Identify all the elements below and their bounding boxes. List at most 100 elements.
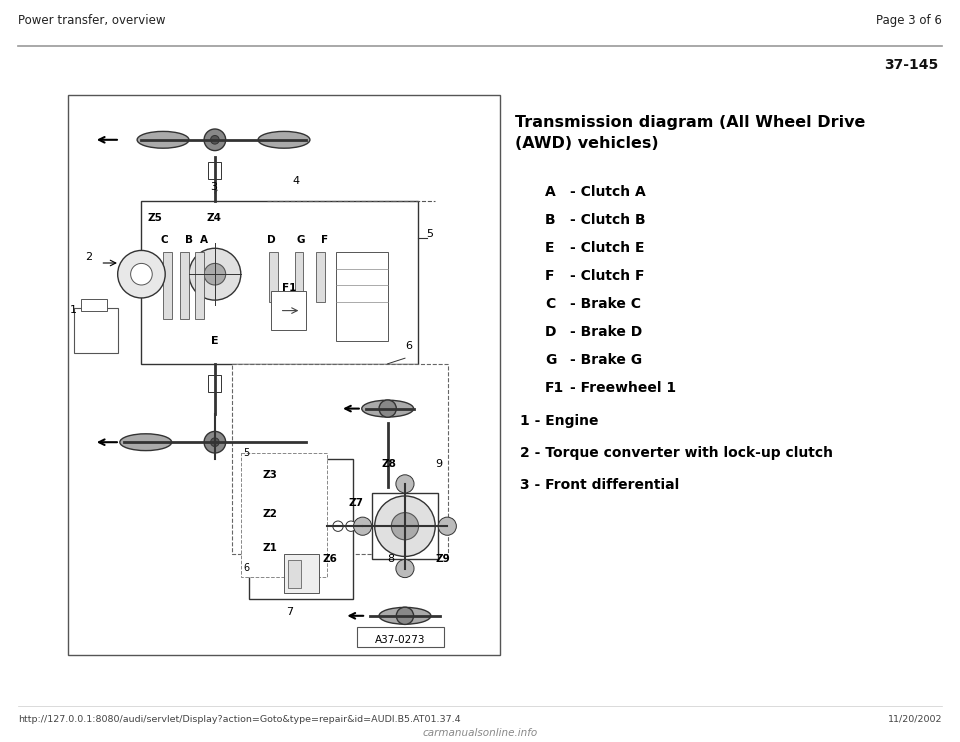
Text: - Brake D: - Brake D [570, 325, 642, 339]
Text: - Clutch F: - Clutch F [570, 269, 644, 283]
Ellipse shape [137, 131, 189, 148]
Text: F: F [545, 269, 555, 283]
Bar [180, 252, 189, 319]
Bar [250, 459, 353, 599]
Bar [357, 627, 444, 646]
Circle shape [396, 607, 414, 625]
Text: 5: 5 [243, 448, 250, 458]
Text: Z8: Z8 [381, 459, 396, 469]
Text: A: A [545, 185, 556, 199]
Circle shape [210, 438, 219, 447]
Circle shape [204, 431, 226, 453]
Circle shape [374, 496, 435, 556]
Ellipse shape [120, 434, 172, 450]
Text: (AWD) vehicles): (AWD) vehicles) [515, 136, 659, 151]
Bar [284, 554, 319, 594]
Circle shape [396, 559, 414, 577]
Text: Z3: Z3 [262, 470, 277, 480]
Text: 4: 4 [293, 176, 300, 186]
Ellipse shape [379, 608, 431, 624]
Text: D: D [545, 325, 557, 339]
Text: 7: 7 [286, 608, 294, 617]
Bar [269, 252, 277, 302]
Text: - Clutch E: - Clutch E [570, 241, 644, 255]
Text: F1: F1 [545, 381, 564, 395]
Bar [208, 375, 222, 392]
Text: 9: 9 [435, 459, 443, 469]
Text: carmanualsonline.info: carmanualsonline.info [422, 728, 538, 738]
Circle shape [118, 251, 165, 298]
Text: Z1: Z1 [262, 543, 277, 553]
Text: Z7: Z7 [348, 498, 364, 508]
Text: A37-0273: A37-0273 [375, 635, 426, 646]
Bar [372, 493, 438, 559]
Bar [81, 300, 107, 311]
Bar [295, 252, 303, 302]
Text: B: B [545, 213, 556, 227]
Text: G: G [297, 235, 305, 245]
Circle shape [204, 129, 226, 151]
Text: Z9: Z9 [435, 554, 450, 564]
Text: - Brake G: - Brake G [570, 353, 642, 367]
Text: C: C [545, 297, 555, 311]
Ellipse shape [258, 434, 310, 450]
Bar [163, 252, 172, 319]
Bar [208, 162, 222, 179]
Text: 11/20/2002: 11/20/2002 [887, 715, 942, 724]
Bar [288, 559, 301, 588]
Text: Z5: Z5 [148, 213, 163, 223]
Bar [336, 252, 388, 341]
Text: - Brake C: - Brake C [570, 297, 641, 311]
Text: 2 - Torque converter with lock-up clutch: 2 - Torque converter with lock-up clutch [520, 446, 833, 460]
Text: C: C [161, 235, 169, 245]
Text: E: E [545, 241, 555, 255]
Text: 6: 6 [243, 562, 249, 573]
Text: 6: 6 [405, 341, 412, 352]
Circle shape [392, 513, 419, 540]
Text: Power transfer, overview: Power transfer, overview [18, 14, 165, 27]
Bar [241, 453, 327, 577]
Circle shape [346, 521, 356, 531]
Text: 3 - Front differential: 3 - Front differential [520, 478, 680, 492]
Text: - Clutch B: - Clutch B [570, 213, 646, 227]
Text: Transmission diagram (All Wheel Drive: Transmission diagram (All Wheel Drive [515, 115, 865, 130]
Text: - Freewheel 1: - Freewheel 1 [570, 381, 676, 395]
Text: 8: 8 [388, 554, 395, 564]
Bar [271, 291, 305, 330]
Ellipse shape [362, 400, 414, 417]
Circle shape [396, 475, 414, 493]
Text: 1: 1 [70, 305, 77, 315]
Text: F: F [321, 235, 328, 245]
Circle shape [353, 517, 372, 535]
Circle shape [333, 521, 343, 531]
Bar [68, 95, 500, 655]
Circle shape [379, 400, 396, 417]
Bar [232, 364, 448, 554]
Text: A: A [200, 235, 207, 245]
Circle shape [438, 517, 456, 535]
Text: Z2: Z2 [262, 510, 277, 519]
Bar [317, 252, 325, 302]
Text: 5: 5 [426, 229, 434, 240]
Ellipse shape [258, 131, 310, 148]
Text: Page 3 of 6: Page 3 of 6 [876, 14, 942, 27]
Text: F1: F1 [282, 283, 297, 292]
Circle shape [210, 136, 219, 144]
Bar [141, 201, 418, 364]
Circle shape [131, 263, 153, 285]
Text: Z4: Z4 [206, 213, 221, 223]
Text: E: E [210, 336, 218, 346]
Bar [196, 252, 204, 319]
Text: Z6: Z6 [323, 554, 338, 564]
Circle shape [204, 263, 226, 285]
Circle shape [189, 249, 241, 300]
Text: 2: 2 [85, 252, 92, 262]
Text: http://127.0.0.1:8080/audi/servlet/Display?action=Goto&type=repair&id=AUDI.B5.AT: http://127.0.0.1:8080/audi/servlet/Displ… [18, 715, 461, 724]
Text: - Clutch A: - Clutch A [570, 185, 646, 199]
Text: B: B [184, 235, 193, 245]
Text: 3: 3 [210, 182, 218, 191]
Text: G: G [545, 353, 557, 367]
Bar [75, 308, 118, 352]
Text: 1 - Engine: 1 - Engine [520, 414, 598, 428]
Text: 37-145: 37-145 [884, 58, 938, 72]
